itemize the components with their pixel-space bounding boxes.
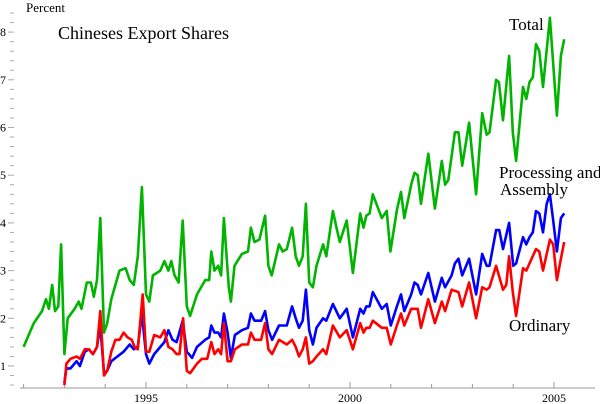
x-tick-label: 2000: [338, 391, 362, 404]
y-tick-label: 4: [0, 216, 6, 230]
series-label-ordinary: Ordinary: [509, 316, 571, 335]
y-tick-label: 8: [0, 25, 6, 39]
y-tick-label: 1: [0, 359, 6, 373]
y-tick-label: 7: [0, 73, 6, 87]
x-tick-label: 1995: [134, 391, 158, 404]
y-tick-label: 2: [0, 311, 6, 325]
y-tick-label: 5: [0, 168, 6, 182]
x-axis: 1995 2000 2005: [20, 382, 595, 404]
series-line-ordinary: [63, 238, 566, 386]
y-tick-label: 6: [0, 121, 6, 135]
y-axis-label: Percent: [26, 0, 65, 15]
series-label-processing-line1: Processing and: [499, 163, 600, 182]
x-tick-label: 2005: [542, 391, 566, 404]
series-label-total: Total: [509, 15, 544, 34]
series-line-total: [22, 16, 566, 356]
series-lines: [22, 16, 566, 386]
chart-title: Chineses Export Shares: [58, 23, 229, 43]
y-tick-label: 3: [0, 264, 6, 278]
series-label-processing-line2: Assembly: [500, 180, 569, 199]
y-axis: 1 2 3 4 5 6 7 8: [0, 12, 14, 386]
